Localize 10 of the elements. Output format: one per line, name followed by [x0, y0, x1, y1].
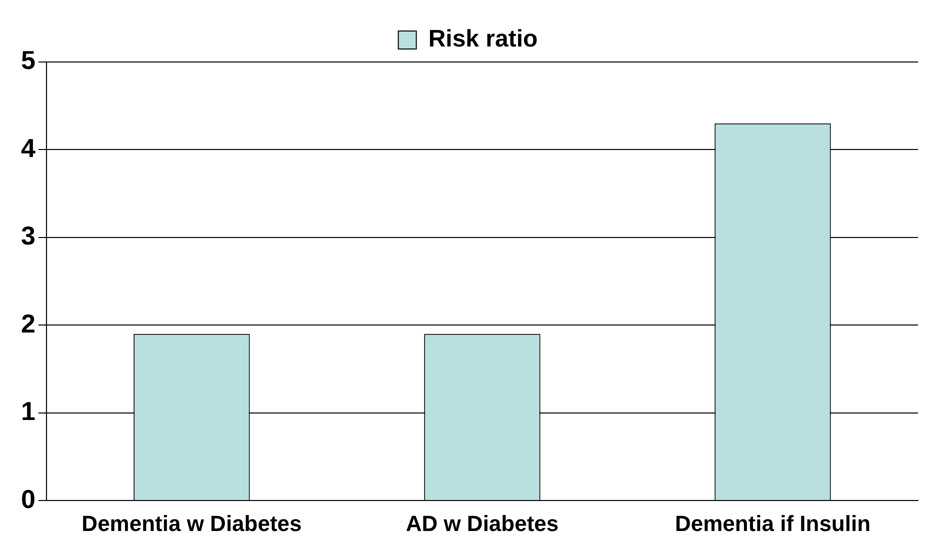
x-tick-label: AD w Diabetes: [406, 510, 559, 536]
legend-label: Risk ratio: [428, 26, 538, 53]
x-tick-label: Dementia if Insulin: [674, 510, 871, 536]
y-tick-label: 5: [20, 45, 36, 76]
y-tick-label: 0: [20, 484, 36, 514]
y-tick-label: 1: [20, 396, 36, 426]
y-tick-label: 2: [20, 308, 36, 338]
x-tick-label: Dementia w Diabetes: [82, 510, 302, 536]
y-tick-label: 4: [20, 132, 36, 163]
y-tick-label: 3: [20, 220, 36, 251]
